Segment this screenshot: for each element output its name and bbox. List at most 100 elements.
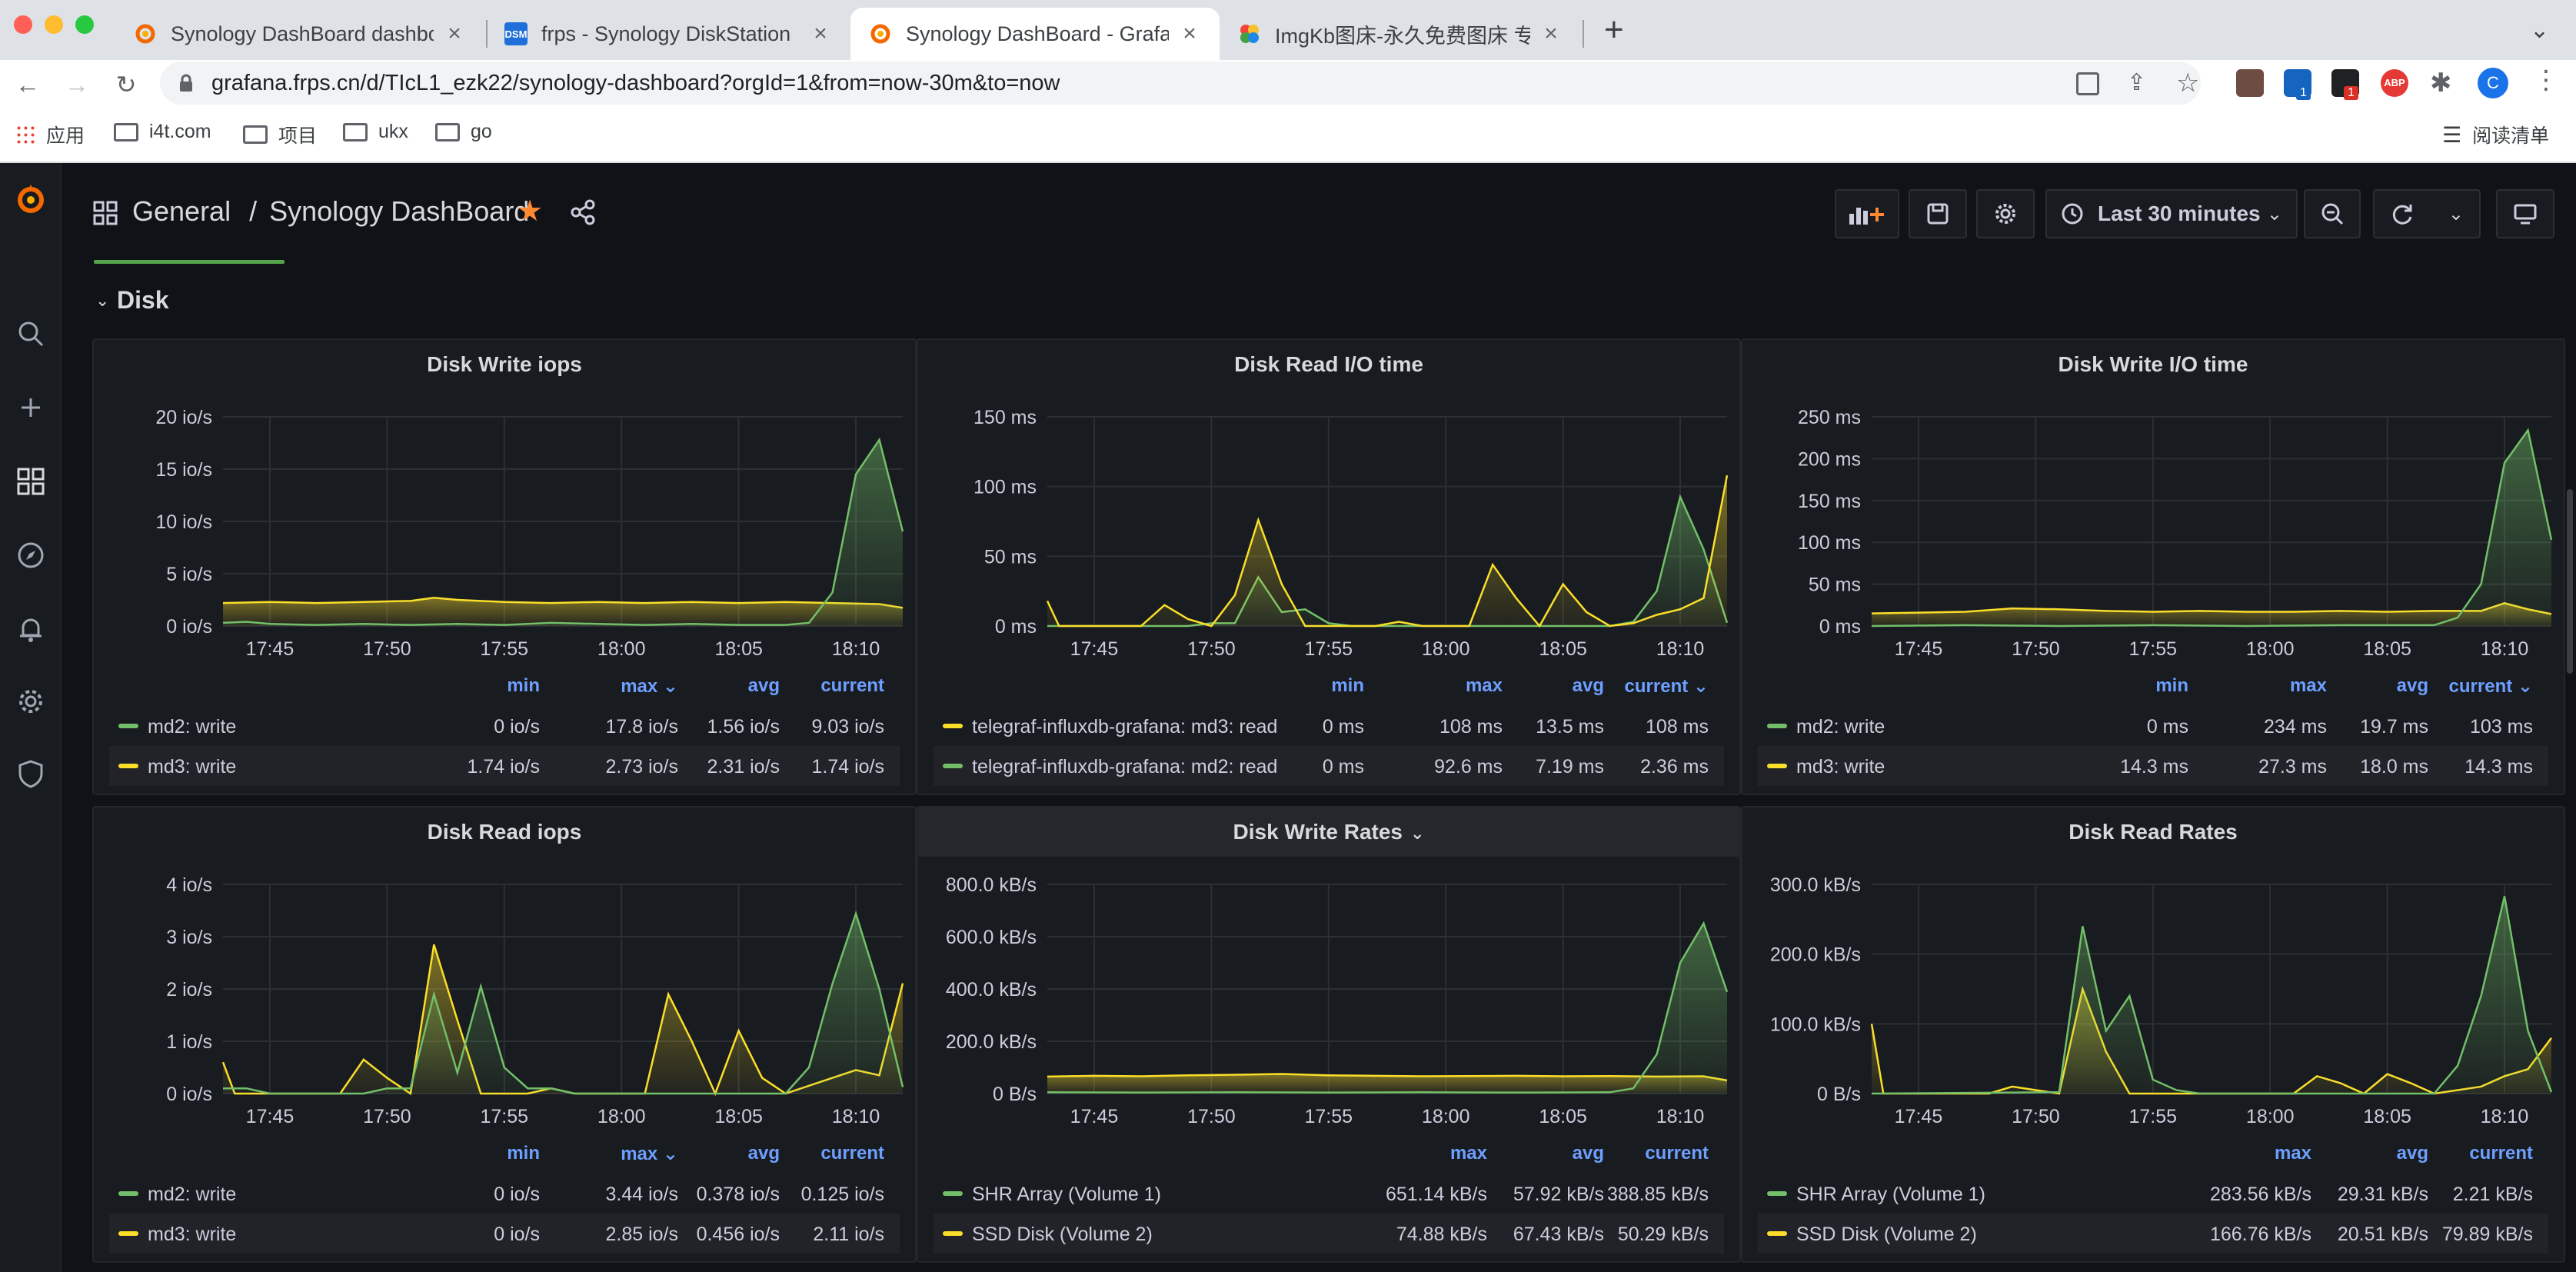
extensions-puzzle-icon[interactable]: ✱ bbox=[2430, 68, 2452, 98]
url-text[interactable]: grafana.frps.cn/d/TIcL1_ezk22/synology-d… bbox=[211, 71, 1060, 95]
legend-column-header[interactable]: current bbox=[820, 1143, 884, 1164]
zoom-out-button[interactable] bbox=[2304, 189, 2361, 238]
graph-area[interactable]: 800.0 kB/s 600.0 kB/s 400.0 kB/s 200.0 kB/s… bbox=[918, 807, 1742, 1146]
panel-title[interactable]: Disk Write iops bbox=[427, 352, 582, 376]
lock-icon[interactable] bbox=[178, 74, 194, 92]
legend-row[interactable]: md3: write 0 io/s 2.85 io/s 0.456 io/s 2.11 … bbox=[109, 1214, 900, 1254]
alerting-bell-icon[interactable] bbox=[14, 612, 48, 646]
share-icon[interactable]: ⇪ bbox=[2127, 70, 2147, 95]
legend-row[interactable]: SSD Disk (Volume 2) 74.88 kB/s 67.43 kB/s 5… bbox=[934, 1214, 1724, 1254]
series-name[interactable]: telegraf-influxdb-grafana: md2: read bbox=[972, 756, 1278, 778]
bookmark-folder[interactable]: ukx bbox=[343, 121, 408, 143]
legend-column-header[interactable]: current ⌄ bbox=[1624, 676, 1709, 697]
extension-cat-icon[interactable] bbox=[2236, 69, 2264, 97]
disk-read-iops-panel[interactable]: Disk Read iops 4 io/s 3 io/s 2 io/s 1 io/s 0 … bbox=[92, 806, 917, 1263]
graph-area[interactable]: 20 io/s 15 io/s 10 io/s 5 io/s 0 io/s 17:45 17… bbox=[94, 340, 918, 678]
series-color-swatch[interactable] bbox=[1767, 724, 1787, 728]
configuration-gear-icon[interactable] bbox=[14, 684, 48, 718]
legend-column-header[interactable]: max ⌄ bbox=[621, 676, 678, 697]
legend-column-header[interactable]: avg bbox=[2396, 1143, 2428, 1164]
legend-column-header[interactable]: current ⌄ bbox=[2448, 676, 2533, 697]
series-color-swatch[interactable] bbox=[943, 1191, 963, 1196]
refresh-button[interactable]: ⌄ bbox=[2373, 189, 2481, 238]
close-tab-icon[interactable]: × bbox=[448, 21, 461, 46]
dashboard-settings-button[interactable] bbox=[1976, 189, 2035, 238]
close-tab-icon[interactable]: × bbox=[814, 21, 827, 46]
series-color-swatch[interactable] bbox=[943, 764, 963, 768]
row-collapse-chevron-icon[interactable]: ⌄ bbox=[95, 291, 110, 310]
legend-row[interactable]: telegraf-influxdb-grafana: md2: read 0 ms… bbox=[934, 746, 1724, 786]
address-bar[interactable] bbox=[160, 62, 2201, 105]
forward-button[interactable]: → bbox=[65, 71, 89, 98]
legend-row[interactable]: md2: write 0 ms 234 ms 19.7 ms 103 ms bbox=[1758, 706, 2548, 746]
reload-button[interactable]: ↻ bbox=[115, 71, 137, 98]
series-name[interactable]: md3: write bbox=[148, 1224, 237, 1245]
graph-area[interactable]: 4 io/s 3 io/s 2 io/s 1 io/s 0 io/s 17:45 17:50… bbox=[94, 807, 918, 1146]
legend-column-header[interactable]: max bbox=[2289, 675, 2327, 696]
legend-column-header[interactable]: avg bbox=[747, 675, 780, 696]
maximize-window-button[interactable] bbox=[75, 15, 94, 34]
explore-compass-icon[interactable] bbox=[14, 538, 48, 572]
panel-title[interactable]: Disk Write Rates ⌄ bbox=[918, 807, 1739, 857]
save-dashboard-button[interactable] bbox=[1909, 189, 1967, 238]
scrollbar-thumb[interactable] bbox=[2567, 489, 2573, 674]
legend-row[interactable]: telegraf-influxdb-grafana: md3: read 0 ms… bbox=[934, 706, 1724, 746]
legend-column-header[interactable]: max bbox=[1449, 1143, 1487, 1164]
disk-read-io-time-panel[interactable]: Disk Read I/O time 150 ms 100 ms 50 ms 0 ms 1… bbox=[917, 338, 1741, 795]
browser-tab-active[interactable]: Synology DashBoard - Grafana × bbox=[850, 8, 1220, 60]
minimize-window-button[interactable] bbox=[45, 15, 63, 34]
bookmark-folder[interactable]: i4t.com bbox=[114, 121, 211, 143]
disk-write-rates-panel[interactable]: Disk Write Rates ⌄ 800.0 kB/s 600.0 kB/s 400… bbox=[917, 806, 1741, 1263]
favorite-star-icon[interactable]: ★ bbox=[517, 195, 544, 228]
panel-title[interactable]: Disk Read Rates bbox=[2068, 820, 2238, 844]
legend-column-header[interactable]: max bbox=[1465, 675, 1503, 696]
series-color-swatch[interactable] bbox=[118, 724, 138, 728]
series-color-swatch[interactable] bbox=[1767, 764, 1787, 768]
series-name[interactable]: telegraf-influxdb-grafana: md3: read bbox=[972, 716, 1278, 738]
cycle-view-mode-button[interactable] bbox=[2496, 189, 2554, 238]
series-name[interactable]: SSD Disk (Volume 2) bbox=[1796, 1224, 1977, 1245]
dashboard-title[interactable]: Synology DashBoard bbox=[269, 195, 530, 227]
disk-write-io-time-panel[interactable]: Disk Write I/O time 250 ms 200 ms 150 ms 100… bbox=[1741, 338, 2565, 795]
row-title[interactable]: Disk bbox=[117, 286, 169, 314]
series-color-swatch[interactable] bbox=[943, 1231, 963, 1236]
series-name[interactable]: md3: write bbox=[148, 756, 237, 778]
graph-area[interactable]: 250 ms 200 ms 150 ms 100 ms 50 ms 0 ms 17:45 17… bbox=[1742, 340, 2567, 678]
series-name[interactable]: SSD Disk (Volume 2) bbox=[972, 1224, 1153, 1245]
browser-tab[interactable]: DSM frps - Synology DiskStation × bbox=[486, 8, 850, 60]
series-color-swatch[interactable] bbox=[118, 1191, 138, 1196]
bookmark-folder[interactable]: go bbox=[435, 121, 492, 143]
panel-title[interactable]: Disk Read I/O time bbox=[1234, 352, 1423, 376]
browser-menu-icon[interactable]: ⋮ bbox=[2533, 65, 2559, 95]
legend-row[interactable]: SHR Array (Volume 1) 651.14 kB/s 57.92 kB/… bbox=[934, 1174, 1724, 1214]
legend-row[interactable]: md3: write 1.74 io/s 2.73 io/s 2.31 io/s 1.7… bbox=[109, 746, 900, 786]
breadcrumb-folder[interactable]: General bbox=[132, 195, 231, 227]
series-name[interactable]: md3: write bbox=[1796, 756, 1885, 778]
close-tab-icon[interactable]: × bbox=[1183, 21, 1196, 46]
series-name[interactable]: md2: write bbox=[148, 1184, 237, 1205]
close-window-button[interactable] bbox=[14, 15, 32, 34]
plus-icon[interactable] bbox=[14, 391, 48, 425]
legend-column-header[interactable]: max bbox=[2274, 1143, 2311, 1164]
legend-column-header[interactable]: min bbox=[2155, 675, 2188, 696]
legend-column-header[interactable]: current bbox=[1645, 1143, 1709, 1164]
bookmark-star-icon[interactable]: ☆ bbox=[2176, 68, 2200, 98]
legend-column-header[interactable]: min bbox=[1331, 675, 1364, 696]
series-name[interactable]: SHR Array (Volume 1) bbox=[972, 1184, 1161, 1205]
series-color-swatch[interactable] bbox=[1767, 1191, 1787, 1196]
share-dashboard-icon[interactable] bbox=[569, 198, 597, 226]
legend-row[interactable]: SHR Array (Volume 1) 283.56 kB/s 29.31 kB/… bbox=[1758, 1174, 2548, 1214]
disk-read-rates-panel[interactable]: Disk Read Rates 300.0 kB/s 200.0 kB/s 100.0… bbox=[1741, 806, 2565, 1263]
legend-row[interactable]: md3: write 14.3 ms 27.3 ms 18.0 ms 14.3 ms bbox=[1758, 746, 2548, 786]
bookmark-folder[interactable]: 项目 bbox=[243, 121, 317, 148]
reading-list[interactable]: ☰ 阅读清单 bbox=[2442, 122, 2550, 148]
legend-column-header[interactable]: current bbox=[820, 675, 884, 696]
legend-column-header[interactable]: current bbox=[2469, 1143, 2533, 1164]
legend-column-header[interactable]: max ⌄ bbox=[621, 1144, 678, 1164]
legend-column-header[interactable]: avg bbox=[1572, 675, 1604, 696]
time-picker-button[interactable]: Last 30 minutes ⌄ bbox=[2045, 189, 2298, 238]
bookmark-apps[interactable]: 应用 bbox=[15, 121, 85, 148]
new-tab-button[interactable]: + bbox=[1604, 11, 1624, 48]
series-name[interactable]: md2: write bbox=[148, 716, 237, 738]
legend-row[interactable]: md2: write 0 io/s 17.8 io/s 1.56 io/s 9.03 i… bbox=[109, 706, 900, 746]
